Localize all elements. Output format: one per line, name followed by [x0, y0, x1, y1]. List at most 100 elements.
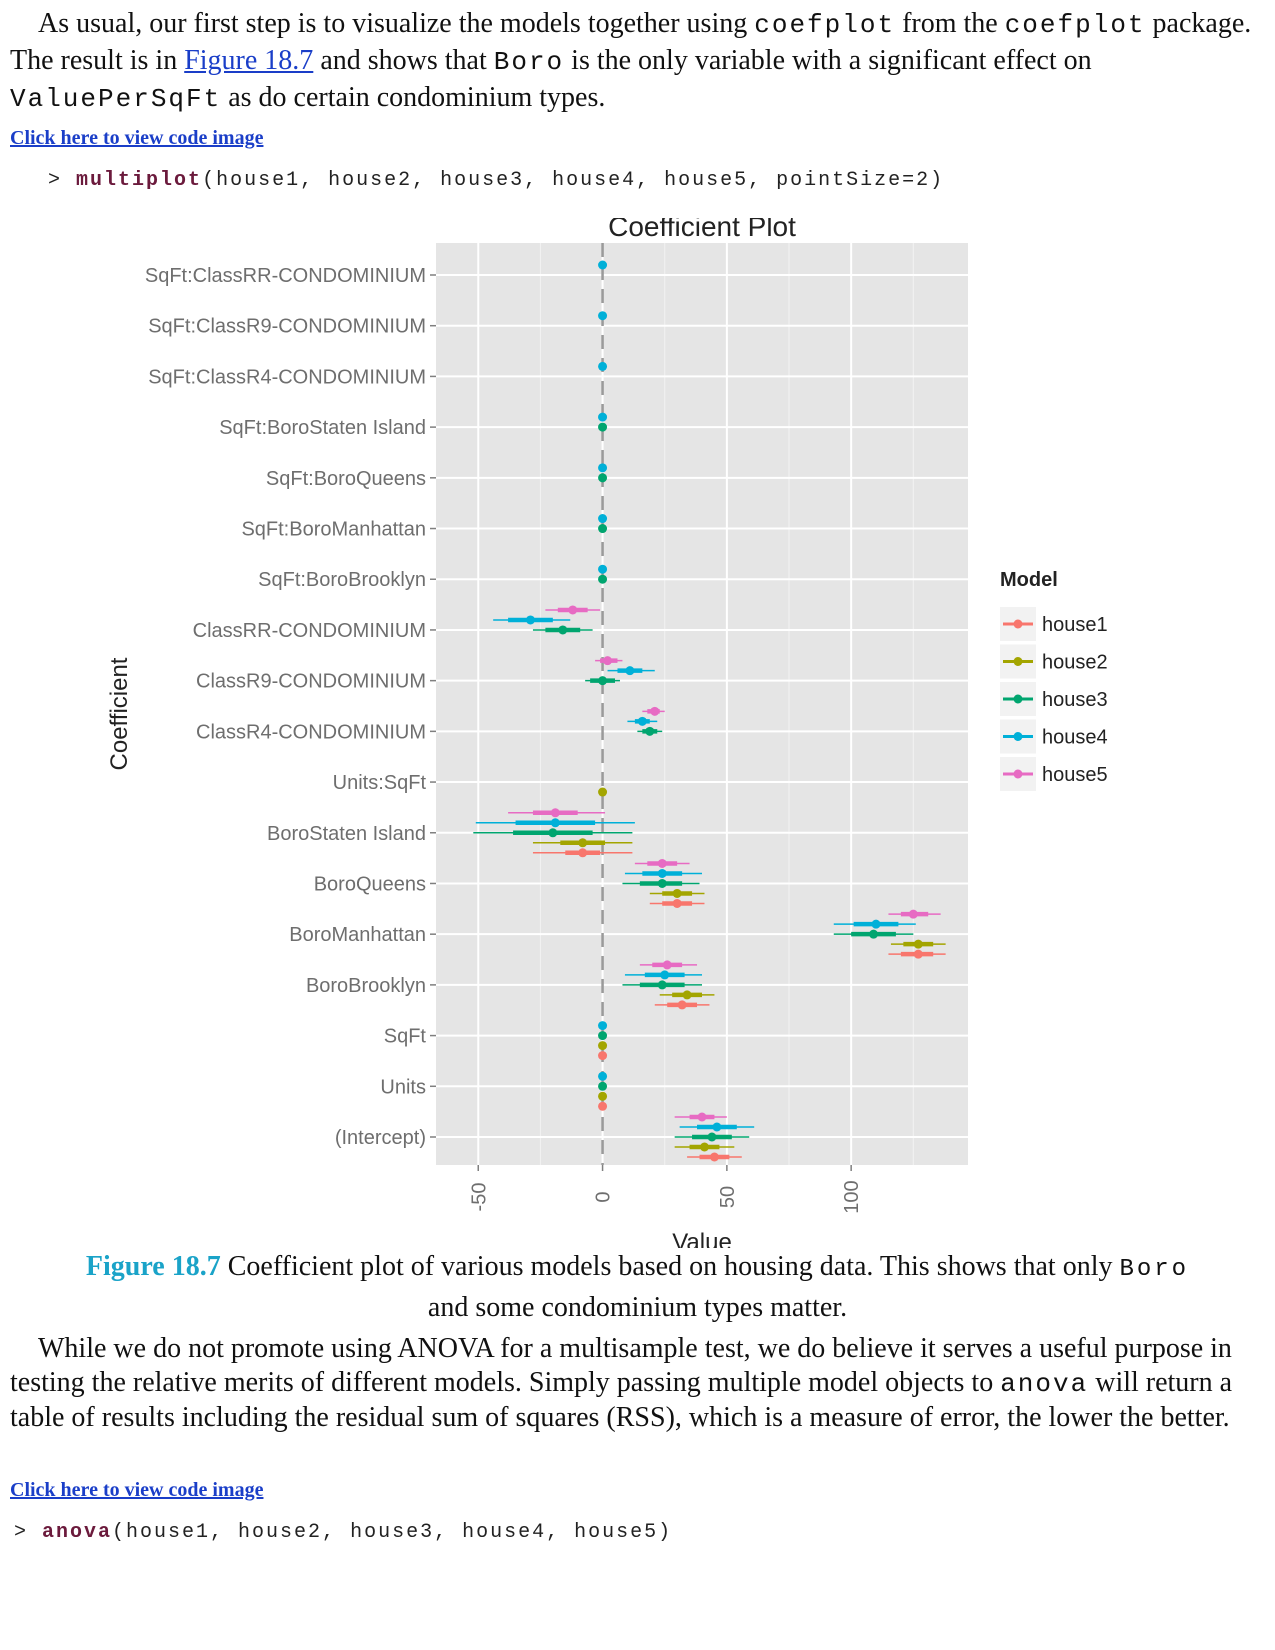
y-tick-label-boroqueens: BoroQueens — [314, 873, 426, 895]
para1-text-a: As usual, our first step is to visualize… — [38, 8, 748, 39]
y-tick-label-sqft-borobrooklyn: SqFt:BoroBrooklyn — [258, 569, 426, 591]
inline-code-valuepersqft: ValuePerSqFt — [10, 84, 222, 114]
point-house4-boroqueens — [657, 868, 667, 878]
y-tick-label-borobrooklyn: BoroBrooklyn — [306, 975, 426, 997]
point-house1-borobrooklyn — [677, 1000, 687, 1010]
code-line-multiplot: > multiplot(house1, house2, house3, hous… — [48, 169, 944, 192]
para1-text-b: from the — [902, 8, 998, 39]
para1-text-c: package. The result is in — [10, 8, 1252, 76]
intro-paragraph: As usual, our first step is to visualize… — [10, 6, 1263, 117]
y-tick-label-units-sqft: Units:SqFt — [333, 772, 427, 794]
x-axis-label: Value — [672, 1229, 732, 1248]
y-tick-label-intercept: (Intercept) — [335, 1127, 426, 1149]
y-tick-label-sqft-classrr-condominium: SqFt:ClassRR-CONDOMINIUM — [145, 265, 426, 287]
series-house3 — [473, 422, 914, 1142]
series-house2 — [532, 787, 946, 1152]
inline-code-coefplot: coefplot — [754, 10, 896, 40]
point-house2-boroqueens — [672, 888, 682, 898]
point-house3-sqft — [598, 1031, 608, 1041]
para1-text-f: as do certain condominium types. — [228, 82, 606, 113]
code-line-anova: > anova(house1, house2, house3, house4, … — [14, 1521, 672, 1544]
para1-text-e: is the only variable with a significant … — [571, 45, 1092, 76]
point-house2-units — [598, 1091, 608, 1101]
coefficient-plot: -50 0 50 100 SqFt:ClassRR-CONDOMINIUM SqFt:Cl… — [106, 218, 1108, 1248]
para1-text-d: and shows that — [320, 45, 487, 76]
point-house4-classrr-condominium — [525, 615, 535, 625]
x-tick-label: 100 — [841, 1180, 863, 1213]
point-house5-borobrooklyn — [662, 960, 672, 970]
point-house5-classr4-condominium — [650, 706, 660, 716]
point-house1-units — [598, 1101, 608, 1111]
para2-text-b: will return a table of results including… — [10, 1367, 1233, 1433]
y-tick-label-sqft-boromanhattan: SqFt:BoroManhattan — [241, 519, 426, 541]
point-house3-boroqueens — [657, 878, 667, 888]
point-house4-borobrooklyn — [660, 970, 670, 980]
point-house4-intercept — [712, 1122, 722, 1132]
caption-inline-code: Boro — [1119, 1256, 1190, 1283]
point-house2-units-sqft — [598, 787, 608, 797]
x-tick-label: -50 — [468, 1183, 490, 1212]
legend-key-point-house3 — [1013, 694, 1023, 704]
y-axis-label: Coefficient — [106, 657, 133, 770]
point-house1-boromanhattan — [913, 949, 923, 959]
y-tick-label-sqft-borostaten-island: SqFt:BoroStaten Island — [219, 417, 426, 439]
point-house1-sqft — [598, 1051, 608, 1061]
point-house3-sqft-boroqueens — [598, 473, 608, 483]
legend-label-house5: house5 — [1042, 764, 1108, 786]
point-house3-borostaten-island — [548, 828, 558, 838]
point-house3-boromanhattan — [869, 929, 879, 939]
y-tick-label-sqft-boroqueens: SqFt:BoroQueens — [266, 468, 426, 490]
anova-paragraph: While we do not promote using ANOVA for … — [10, 1332, 1263, 1435]
point-house4-sqft-boroqueens — [598, 463, 608, 473]
inline-code-anova: anova — [1000, 1369, 1089, 1399]
point-house5-borostaten-island — [550, 808, 560, 818]
code-arguments: (house1, house2, house3, house4, house5,… — [202, 169, 945, 192]
point-house2-borobrooklyn — [682, 990, 692, 1000]
y-tick-label-sqft: SqFt — [384, 1026, 427, 1048]
legend-label-house1: house1 — [1042, 614, 1108, 636]
legend-label-house3: house3 — [1042, 689, 1108, 711]
point-house3-classr4-condominium — [645, 726, 655, 736]
inline-code-package: coefplot — [1004, 10, 1146, 40]
legend-title: Model — [1000, 569, 1058, 591]
figure-link[interactable]: Figure 18.7 — [184, 45, 314, 76]
y-tick-label-sqft-classr4-condominium: SqFt:ClassR4-CONDOMINIUM — [148, 366, 426, 388]
point-house4-borostaten-island — [550, 818, 560, 828]
y-tick-label-boromanhattan: BoroManhattan — [289, 924, 426, 946]
point-house4-boromanhattan — [871, 919, 881, 929]
caption-text-a: Coefficient plot of various models based… — [227, 1251, 1113, 1282]
point-house4-classr4-condominium — [637, 716, 647, 726]
legend-key-point-house4 — [1013, 732, 1023, 741]
point-house2-sqft — [598, 1041, 608, 1051]
point-house3-borobrooklyn — [657, 980, 667, 990]
legend-key-point-house2 — [1013, 657, 1023, 666]
point-house3-intercept — [707, 1132, 717, 1142]
code-prompt-2: > — [14, 1521, 43, 1544]
point-house3-sqft-borostaten-island — [598, 422, 608, 432]
point-house4-sqft-borobrooklyn — [598, 564, 608, 574]
point-house3-sqft-borobrooklyn — [598, 574, 608, 584]
series-house4 — [475, 260, 916, 1132]
point-house2-boromanhattan — [913, 939, 923, 949]
point-house5-boroqueens — [657, 858, 667, 868]
point-house5-classrr-condominium — [568, 605, 578, 615]
point-house1-intercept — [709, 1152, 719, 1162]
point-house4-sqft-borostaten-island — [598, 412, 608, 422]
inline-code-boro: Boro — [493, 47, 565, 77]
point-house4-units — [598, 1071, 608, 1081]
point-house2-intercept — [699, 1142, 709, 1152]
point-house3-classrr-condominium — [558, 625, 568, 635]
point-house4-sqft-classr4-condominium — [598, 361, 608, 371]
y-tick-label-classr9-condominium: ClassR9-CONDOMINIUM — [196, 671, 426, 693]
caption-text-b: and some condominium types matter. — [427, 1292, 848, 1323]
point-house5-classr9-condominium — [603, 656, 613, 666]
code-function-name-2: anova — [42, 1521, 113, 1544]
view-code-image-link-2[interactable]: Click here to view code image — [10, 1479, 264, 1501]
legend-key-point-house5 — [1013, 769, 1023, 779]
series-house1 — [532, 848, 946, 1162]
view-code-image-link-1[interactable]: Click here to view code image — [10, 127, 264, 149]
point-house4-sqft-classrr-condominium — [598, 260, 608, 270]
point-house5-intercept — [697, 1112, 707, 1122]
point-house3-sqft-boromanhattan — [598, 524, 608, 534]
x-tick-label: 50 — [717, 1186, 739, 1208]
